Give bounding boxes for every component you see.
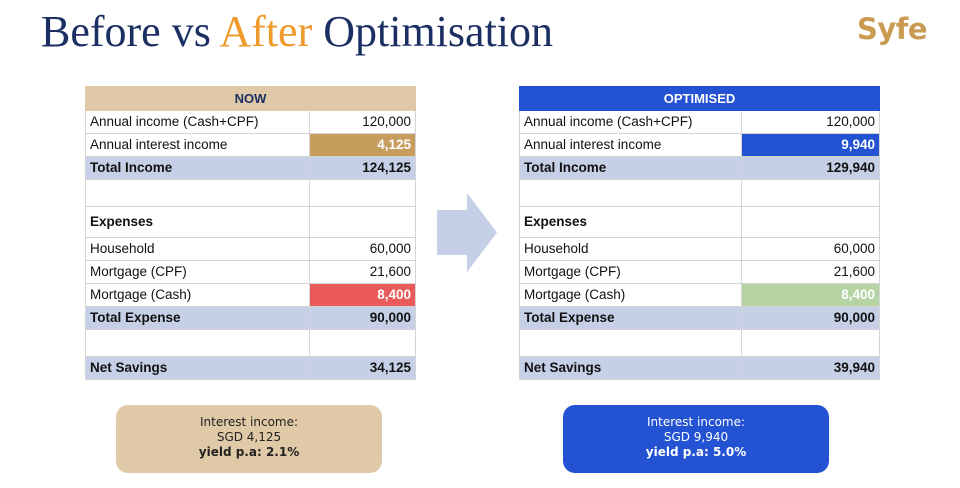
mortgage-cash-value: 8,400 <box>740 283 881 307</box>
row-label: Annual income (Cash+CPF) <box>85 110 310 134</box>
row-label: Household <box>519 237 742 261</box>
table-row: Mortgage (CPF) 21,600 <box>85 260 416 284</box>
row-label <box>519 329 742 357</box>
right-arrow-icon <box>437 193 497 272</box>
row-label: Total Income <box>519 156 742 180</box>
callout-line-label: Interest income: <box>199 415 299 429</box>
table-row: Mortgage (CPF) 21,600 <box>519 260 881 284</box>
row-label <box>519 179 742 207</box>
net-savings-row: Net Savings 34,125 <box>85 356 416 380</box>
row-label: Annual interest income <box>85 133 310 157</box>
row-value: 120,000 <box>740 110 881 134</box>
callout-line-yield: yield p.a: 2.1% <box>198 445 300 459</box>
optimised-table-title: OPTIMISED <box>518 86 881 111</box>
table-row: Household 60,000 <box>519 237 881 261</box>
table-row: Household 60,000 <box>85 237 416 261</box>
table-header-row: NOW <box>85 86 416 111</box>
row-value <box>309 206 416 238</box>
section-label: Expenses <box>519 206 742 238</box>
total-income-row: Total Income 124,125 <box>85 156 416 180</box>
now-table: NOW Annual income (Cash+CPF) 120,000 Ann… <box>85 86 416 380</box>
row-value <box>740 179 881 207</box>
table-row: Annual interest income 4,125 <box>85 133 416 157</box>
row-value <box>309 329 416 357</box>
row-value: 120,000 <box>309 110 416 134</box>
blank-row <box>519 179 881 207</box>
row-value: 60,000 <box>740 237 881 261</box>
row-label: Net Savings <box>85 356 310 380</box>
table-row: Annual income (Cash+CPF) 120,000 <box>85 110 416 134</box>
callout-line-amount: SGD 9,940 <box>663 430 729 444</box>
total-expense-row: Total Expense 90,000 <box>85 306 416 330</box>
title-accent-text: After <box>219 7 313 56</box>
optimised-table: OPTIMISED Annual income (Cash+CPF) 120,0… <box>518 86 881 380</box>
title-text-end: Optimisation <box>312 7 554 56</box>
row-label: Annual interest income <box>519 133 742 157</box>
row-value: 21,600 <box>309 260 416 284</box>
callout-line-yield: yield p.a: 5.0% <box>645 445 747 459</box>
net-savings-row: Net Savings 39,940 <box>519 356 881 380</box>
row-value: 90,000 <box>740 306 881 330</box>
row-label <box>85 329 310 357</box>
table-header-row: OPTIMISED <box>518 86 881 111</box>
syfe-logo: Syfe <box>857 12 928 46</box>
table-row: Annual income (Cash+CPF) 120,000 <box>519 110 881 134</box>
now-table-title: NOW <box>85 86 416 111</box>
blank-row <box>85 179 416 207</box>
optimised-interest-callout: Interest income: SGD 9,940 yield p.a: 5.… <box>563 405 829 473</box>
row-value <box>740 329 881 357</box>
section-heading-row: Expenses <box>85 206 416 238</box>
row-label: Mortgage (CPF) <box>519 260 742 284</box>
row-label: Mortgage (Cash) <box>519 283 742 307</box>
table-row: Mortgage (Cash) 8,400 <box>519 283 881 307</box>
row-label: Annual income (Cash+CPF) <box>519 110 742 134</box>
now-interest-callout: Interest income: SGD 4,125 yield p.a: 2.… <box>116 405 382 473</box>
row-value: 34,125 <box>309 356 416 380</box>
row-label: Mortgage (CPF) <box>85 260 310 284</box>
row-value: 124,125 <box>309 156 416 180</box>
row-label: Net Savings <box>519 356 742 380</box>
row-value <box>740 206 881 238</box>
row-value: 21,600 <box>740 260 881 284</box>
row-value: 90,000 <box>309 306 416 330</box>
callout-line-label: Interest income: <box>646 415 746 429</box>
title-text: Before vs <box>41 7 220 56</box>
mortgage-cash-value: 8,400 <box>309 283 416 307</box>
row-value: 60,000 <box>309 237 416 261</box>
section-label: Expenses <box>85 206 310 238</box>
blank-row <box>519 329 881 357</box>
total-income-row: Total Income 129,940 <box>519 156 881 180</box>
blank-row <box>85 329 416 357</box>
table-row: Annual interest income 9,940 <box>519 133 881 157</box>
row-label: Household <box>85 237 310 261</box>
row-label <box>85 179 310 207</box>
section-heading-row: Expenses <box>519 206 881 238</box>
interest-income-value: 4,125 <box>309 133 416 157</box>
page-title: Before vs After Optimisation <box>41 6 553 57</box>
interest-income-value: 9,940 <box>740 133 881 157</box>
row-value: 129,940 <box>740 156 881 180</box>
table-row: Mortgage (Cash) 8,400 <box>85 283 416 307</box>
total-expense-row: Total Expense 90,000 <box>519 306 881 330</box>
row-value: 39,940 <box>740 356 881 380</box>
row-label: Total Expense <box>85 306 310 330</box>
row-label: Total Expense <box>519 306 742 330</box>
row-value <box>309 179 416 207</box>
callout-line-amount: SGD 4,125 <box>216 430 282 444</box>
row-label: Total Income <box>85 156 310 180</box>
row-label: Mortgage (Cash) <box>85 283 310 307</box>
